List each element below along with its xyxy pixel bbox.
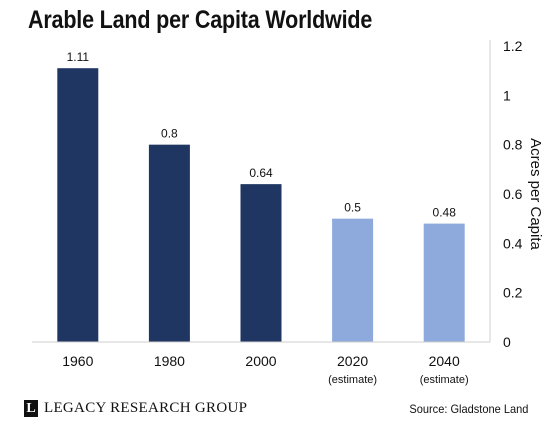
x-tick-label: 1960 [62,353,93,369]
x-tick-label: 1980 [154,353,185,369]
y-tick-label: 0.4 [503,235,523,251]
x-tick-note: (estimate) [420,374,469,386]
data-label: 1.11 [67,50,90,64]
bar [148,144,190,342]
legacy-logo-icon: L [24,400,38,417]
bar [332,218,374,342]
bar [57,68,99,342]
source-note: Source: Gladstone Land [408,402,528,416]
data-label: 0.64 [249,166,273,180]
y-tick-label: 1.2 [503,38,523,54]
x-tick-note: (estimate) [328,374,377,386]
y-tick-label: 1 [503,87,511,103]
data-label: 0.48 [433,206,457,220]
brand-name: LEGACY RESEARCH GROUP [44,400,248,416]
x-tick-label: 2040 [429,353,460,369]
data-label: 0.8 [161,127,178,141]
y-tick-label: 0.8 [503,137,523,153]
y-tick-label: 0 [503,334,511,350]
y-axis-label: Acres per Capita [527,138,544,250]
bar [423,223,465,342]
x-tick-label: 2000 [245,353,276,369]
brand-footer: L LEGACY RESEARCH GROUP [24,400,247,417]
chart-title: Arable Land per Capita Worldwide [28,6,373,34]
bar [240,184,282,342]
x-tick-label: 2020 [337,353,368,369]
y-tick-label: 0.2 [503,285,523,301]
y-tick-label: 0.6 [503,186,523,202]
data-label: 0.5 [344,201,361,215]
